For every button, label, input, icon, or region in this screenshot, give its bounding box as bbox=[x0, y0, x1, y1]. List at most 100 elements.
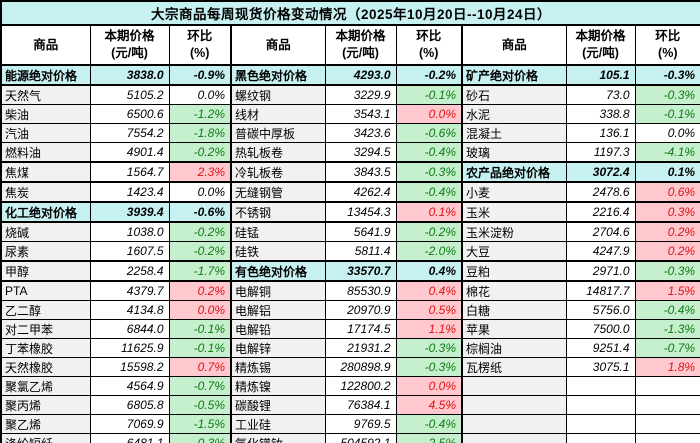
price-cell: 5756.0 bbox=[565, 300, 636, 320]
pct-change-cell: -0.3% bbox=[634, 64, 700, 86]
price-cell: 136.1 bbox=[565, 123, 636, 143]
price-cell: 73.0 bbox=[565, 84, 636, 105]
commodity-name-cell: 不锈钢 bbox=[230, 201, 326, 223]
table-row: 丁苯橡胶 11625.9 -0.1% 电解锌 21931.2 -0.3% 棕榈油 9251.4… bbox=[0, 338, 700, 358]
table-row: 甲醇 2258.4 -1.7% 有色绝对价格 33570.7 0.4% 豆粕 2971.0 -0… bbox=[0, 260, 700, 282]
price-cell: 3072.4 bbox=[565, 161, 636, 183]
commodity-name-cell: 螺纹钢 bbox=[230, 84, 326, 105]
commodity-name-cell: 棉花 bbox=[461, 280, 567, 301]
pct-change-cell: -0.1% bbox=[634, 104, 700, 124]
pct-change-cell: 0.4% bbox=[395, 260, 463, 282]
price-cell: 4293.0 bbox=[324, 64, 397, 86]
price-cell: 4247.9 bbox=[565, 241, 636, 262]
table-row: 燃料油 4901.4 -0.2% 热轧板卷 3294.5 -0.4% 玻璃 1197.3 -4.… bbox=[0, 142, 700, 163]
table-row: 焦煤 1564.7 2.3% 冷轧板卷 3843.5 -0.3% 农产品绝对价格 3072.4… bbox=[0, 161, 700, 183]
pct-change-cell: -0.1% bbox=[395, 84, 463, 105]
price-cell: 2216.4 bbox=[565, 201, 636, 223]
commodity-name-cell: 电解铝 bbox=[230, 300, 326, 320]
price-cell: 15598.2 bbox=[89, 357, 170, 377]
pct-change-cell: -0.3% bbox=[634, 260, 700, 282]
pct-change-cell: 4.5% bbox=[395, 395, 463, 415]
pct-change-cell: -0.4% bbox=[634, 300, 700, 320]
price-cell bbox=[565, 376, 636, 396]
price-cell: 6805.8 bbox=[89, 395, 170, 415]
col-header-price-line1: 本期价格 bbox=[104, 29, 155, 44]
price-cell bbox=[565, 414, 636, 434]
commodity-name-cell: 硅锰 bbox=[230, 221, 326, 242]
commodity-name-cell: 甲醇 bbox=[0, 260, 91, 282]
price-cell: 4379.7 bbox=[89, 280, 170, 301]
price-cell: 6481.1 bbox=[89, 433, 170, 443]
commodity-name-cell: 玉米淀粉 bbox=[461, 221, 567, 242]
commodity-name-cell: 乙二醇 bbox=[0, 300, 91, 320]
pct-change-cell: -0.3% bbox=[395, 338, 463, 358]
price-cell: 20970.9 bbox=[324, 300, 397, 320]
col-header-price: 本期价格 (元/吨) bbox=[324, 24, 397, 66]
commodity-name-cell: 玉米 bbox=[461, 201, 567, 223]
pct-change-cell: -0.2% bbox=[168, 221, 232, 242]
pct-change-cell: 0.0% bbox=[395, 104, 463, 124]
col-header-price-line2: (元/吨) bbox=[582, 46, 619, 60]
category-name-cell: 黑色绝对价格 bbox=[230, 64, 326, 86]
price-cell: 3294.5 bbox=[324, 142, 397, 163]
price-cell: 5641.9 bbox=[324, 221, 397, 242]
price-cell: 338.8 bbox=[565, 104, 636, 124]
commodity-name-cell: 线材 bbox=[230, 104, 326, 124]
price-cell: 2258.4 bbox=[89, 260, 170, 282]
pct-change-cell: 0.0% bbox=[634, 123, 700, 143]
table-row: 能源绝对价格 3838.0 -0.9% 黑色绝对价格 4293.0 -0.2% 矿产绝对价格… bbox=[0, 64, 700, 86]
col-header-pct-line1: 环比 bbox=[416, 29, 442, 44]
empty-name-cell bbox=[461, 414, 567, 434]
commodity-name-cell: 焦炭 bbox=[0, 181, 91, 203]
category-name-cell: 有色绝对价格 bbox=[230, 260, 326, 282]
commodity-name-cell: 混凝土 bbox=[461, 123, 567, 143]
col-header-price-line2: (元/吨) bbox=[342, 46, 379, 60]
pct-change-cell: 1.1% bbox=[395, 319, 463, 339]
price-cell: 3838.0 bbox=[89, 64, 170, 86]
pct-change-cell: 0.7% bbox=[168, 357, 232, 377]
price-cell: 3423.6 bbox=[324, 123, 397, 143]
commodity-name-cell: 烧碱 bbox=[0, 221, 91, 242]
table-row: 焦炭 1423.4 0.0% 无缝钢管 4262.4 -0.4% 小麦 2478.6 0.6% bbox=[0, 181, 700, 203]
pct-change-cell: -0.3% bbox=[634, 84, 700, 105]
pct-change-cell: 0.0% bbox=[395, 376, 463, 396]
commodity-name-cell: 电解锌 bbox=[230, 338, 326, 358]
commodity-name-cell: 瓦楞纸 bbox=[461, 357, 567, 377]
price-cell: 76384.1 bbox=[324, 395, 397, 415]
col-header-price: 本期价格 (元/吨) bbox=[565, 24, 636, 66]
price-cell: 85530.9 bbox=[324, 280, 397, 301]
pct-change-cell: 0.6% bbox=[634, 181, 700, 203]
empty-name-cell bbox=[461, 433, 567, 443]
price-cell: 504592.1 bbox=[324, 433, 397, 443]
commodity-name-cell: 棕榈油 bbox=[461, 338, 567, 358]
commodity-name-cell: 电解铅 bbox=[230, 319, 326, 339]
price-cell: 1607.5 bbox=[89, 241, 170, 262]
price-cell: 6844.0 bbox=[89, 319, 170, 339]
pct-change-cell bbox=[634, 395, 700, 415]
category-name-cell: 化工绝对价格 bbox=[0, 201, 91, 223]
price-cell: 3229.9 bbox=[324, 84, 397, 105]
pct-change-cell: -1.2% bbox=[168, 104, 232, 124]
price-cell: 7554.2 bbox=[89, 123, 170, 143]
pct-change-cell: 1.8% bbox=[634, 357, 700, 377]
commodity-name-cell: 精炼镍 bbox=[230, 376, 326, 396]
pct-change-cell: -0.7% bbox=[634, 338, 700, 358]
table-row: 对二甲苯 6844.0 -0.1% 电解铅 17174.5 1.1% 苹果 7500.0 -1.… bbox=[0, 319, 700, 339]
table-row: 汽油 7554.2 -1.8% 普碳中厚板 3423.6 -0.6% 混凝土 136.1 0.0… bbox=[0, 123, 700, 143]
pct-change-cell: -1.5% bbox=[168, 414, 232, 434]
pct-change-cell: -0.9% bbox=[168, 64, 232, 86]
pct-change-cell: 0.1% bbox=[395, 201, 463, 223]
table-row: 尿素 1607.5 -0.2% 硅铁 5811.4 -2.0% 大豆 4247.9 0.2% bbox=[0, 241, 700, 262]
pct-change-cell: -0.2% bbox=[395, 221, 463, 242]
pct-change-cell: 0.2% bbox=[634, 241, 700, 262]
col-header-price: 本期价格 (元/吨) bbox=[89, 24, 170, 66]
pct-change-cell: 0.0% bbox=[168, 84, 232, 105]
price-cell: 1197.3 bbox=[565, 142, 636, 163]
pct-change-cell: -0.6% bbox=[168, 201, 232, 223]
table-row: 乙二醇 4134.8 0.0% 电解铝 20970.9 0.5% 白糖 5756.0 -0.4% bbox=[0, 300, 700, 320]
pct-change-cell: -2.0% bbox=[395, 241, 463, 262]
commodity-name-cell: 聚丙烯 bbox=[0, 395, 91, 415]
pct-change-cell: -0.5% bbox=[168, 395, 232, 415]
price-cell: 4901.4 bbox=[89, 142, 170, 163]
